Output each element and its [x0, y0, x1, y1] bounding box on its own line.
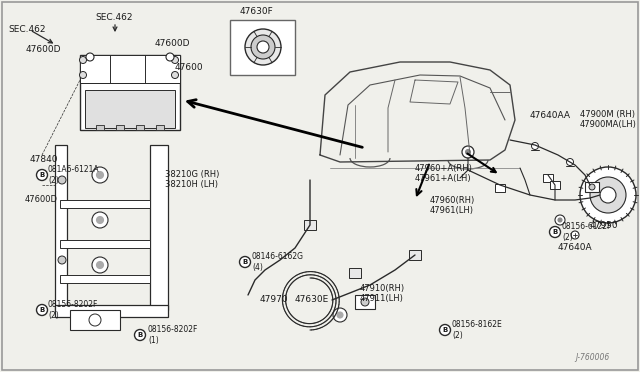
Circle shape: [440, 324, 451, 336]
Circle shape: [92, 212, 108, 228]
Bar: [55, 145, 67, 310]
Text: B: B: [40, 172, 45, 178]
Circle shape: [245, 29, 281, 65]
Circle shape: [172, 71, 179, 78]
Bar: [55, 305, 168, 317]
Circle shape: [97, 217, 104, 224]
Circle shape: [580, 167, 636, 223]
Bar: [60, 240, 150, 248]
Text: 47960(RH): 47960(RH): [430, 196, 476, 205]
Bar: [150, 145, 168, 310]
Circle shape: [550, 227, 561, 237]
Text: 47900M (RH): 47900M (RH): [580, 110, 635, 119]
Bar: [70, 310, 120, 330]
Text: 47970: 47970: [260, 295, 289, 305]
Text: 08156-8202F
(1): 08156-8202F (1): [148, 325, 198, 345]
Text: 47630F: 47630F: [240, 7, 274, 16]
Bar: [230, 20, 295, 75]
Bar: [60, 200, 150, 208]
Bar: [409, 250, 421, 260]
Text: 47600D: 47600D: [25, 196, 58, 205]
Circle shape: [92, 167, 108, 183]
Text: 47600D: 47600D: [26, 45, 61, 55]
Circle shape: [79, 71, 86, 78]
Text: 08146-6162G
(4): 08146-6162G (4): [252, 252, 304, 272]
Text: 47630E: 47630E: [295, 295, 329, 305]
Text: 081A6-6121A
(2): 081A6-6121A (2): [48, 165, 100, 185]
Text: 47840: 47840: [30, 155, 58, 164]
Text: SEC.462: SEC.462: [95, 13, 132, 22]
Text: 47950: 47950: [590, 221, 619, 230]
Circle shape: [361, 298, 369, 306]
Bar: [85, 90, 175, 128]
Circle shape: [590, 177, 626, 213]
Circle shape: [566, 158, 573, 166]
Text: 38210G (RH): 38210G (RH): [165, 170, 220, 180]
Circle shape: [58, 176, 66, 184]
Circle shape: [555, 215, 565, 225]
Bar: [116, 125, 124, 130]
Circle shape: [239, 257, 250, 267]
Bar: [543, 174, 553, 182]
Circle shape: [465, 150, 470, 154]
Bar: [349, 268, 361, 278]
Text: B: B: [442, 327, 447, 333]
Bar: [96, 125, 104, 130]
Text: J-760006: J-760006: [576, 353, 610, 362]
Circle shape: [589, 184, 595, 190]
Text: 47640AA: 47640AA: [530, 110, 571, 119]
Circle shape: [36, 170, 47, 180]
Text: B: B: [243, 259, 248, 265]
Circle shape: [58, 256, 66, 264]
Circle shape: [86, 53, 94, 61]
Circle shape: [333, 308, 347, 322]
Circle shape: [97, 171, 104, 179]
Circle shape: [251, 35, 275, 59]
Text: 47961+A(LH): 47961+A(LH): [415, 173, 472, 183]
Circle shape: [92, 257, 108, 273]
Bar: [60, 275, 150, 283]
Bar: [80, 55, 180, 130]
Circle shape: [79, 57, 86, 64]
Text: 08156-8202F
(2): 08156-8202F (2): [48, 300, 99, 320]
Text: 47900MA(LH): 47900MA(LH): [580, 121, 637, 129]
Text: 47911(LH): 47911(LH): [360, 294, 404, 302]
Circle shape: [600, 187, 616, 203]
Text: B: B: [552, 229, 557, 235]
Circle shape: [97, 262, 104, 269]
Text: 47600: 47600: [175, 64, 204, 73]
Circle shape: [172, 57, 179, 64]
Circle shape: [558, 218, 562, 222]
Circle shape: [462, 146, 474, 158]
Circle shape: [337, 312, 343, 318]
Text: 08156-6122F
(2): 08156-6122F (2): [562, 222, 612, 242]
Text: 47910(RH): 47910(RH): [360, 283, 405, 292]
Circle shape: [571, 231, 579, 239]
Bar: [495, 184, 505, 192]
Circle shape: [89, 314, 101, 326]
Bar: [156, 125, 164, 130]
Bar: [550, 181, 560, 189]
Circle shape: [166, 53, 174, 61]
Text: B: B: [138, 332, 143, 338]
Text: 08156-8162E
(2): 08156-8162E (2): [452, 320, 503, 340]
Text: 38210H (LH): 38210H (LH): [165, 180, 218, 189]
Text: 47961(LH): 47961(LH): [430, 205, 474, 215]
Text: SEC.462: SEC.462: [8, 26, 45, 35]
Text: 47600D: 47600D: [155, 38, 191, 48]
Bar: [80, 55, 180, 83]
Bar: [585, 182, 599, 192]
Circle shape: [257, 41, 269, 53]
Text: B: B: [40, 307, 45, 313]
Bar: [355, 295, 375, 309]
Bar: [304, 220, 316, 230]
Circle shape: [36, 305, 47, 315]
Circle shape: [531, 142, 538, 150]
Circle shape: [134, 330, 145, 340]
Text: 47960+A(RH): 47960+A(RH): [415, 164, 473, 173]
Bar: [136, 125, 144, 130]
Text: 47640A: 47640A: [558, 244, 593, 253]
